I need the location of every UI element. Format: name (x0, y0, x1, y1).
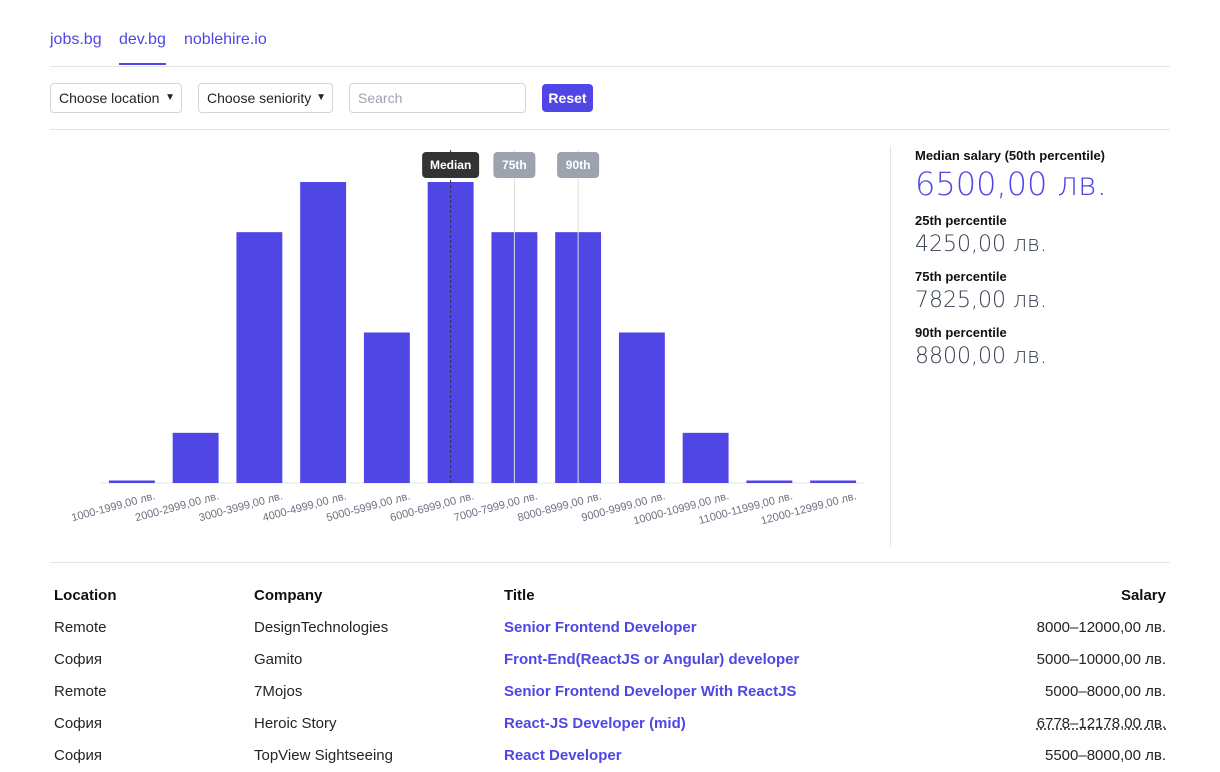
job-title-link[interactable]: Front-End(ReactJS or Angular) developer (504, 651, 800, 668)
histogram-bar (300, 182, 347, 483)
table-row: Remote 7Mojos Senior Frontend Developer … (50, 676, 1170, 708)
percentile-marker-badge (422, 152, 480, 178)
source-tabs: jobs.bg dev.bg noblehire.io (50, 0, 1170, 67)
header-salary: Salary (1120, 587, 1166, 604)
histogram-bar (172, 432, 219, 483)
header-location: Location (54, 587, 117, 604)
header-title: Title (504, 587, 535, 604)
row-location: Remote (54, 619, 107, 636)
table-row: София Heroic Story React-JS Developer (m… (50, 708, 1170, 740)
percentile-stats: Median salary (50th percentile) 6500,00 … (915, 148, 1170, 381)
percentile-marker-label: 75th (502, 158, 527, 172)
seniority-select-value: Choose seniority (207, 90, 312, 106)
row-salary-estimated[interactable]: 6778–12178,00 лв. (1036, 715, 1166, 732)
histogram-chart: 1000-1999,00 лв. 2000-2999,00 лв. 3000-399… (50, 130, 890, 562)
row-location: София (54, 747, 103, 764)
histogram-svg: 1000-1999,00 лв.2000-2999,00 лв.3000-399… (70, 150, 865, 527)
median-label: Median salary (50th percentile) (915, 148, 1106, 163)
row-company: DesignTechnologies (254, 619, 389, 636)
jobs-table: Location Company Title Salary Remote Des… (50, 580, 1170, 772)
table-header: Location Company Title Salary (50, 580, 1170, 612)
tab-dev-bg[interactable]: dev.bg (119, 31, 166, 65)
reset-button[interactable]: Reset (542, 84, 593, 112)
histogram-bar (682, 432, 729, 483)
row-salary: 5500–8000,00 лв. (1045, 747, 1166, 764)
salary-distribution-section: 1000-1999,00 лв. 2000-2999,00 лв. 3000-399… (50, 130, 1170, 563)
percentile-marker-label: 90th (566, 158, 591, 172)
row-salary: 8000–12000,00 лв. (1036, 619, 1166, 636)
histogram-bar (108, 480, 155, 483)
job-title-link[interactable]: Senior Frontend Developer (504, 619, 697, 636)
job-title-link[interactable]: Senior Frontend Developer With ReactJS (504, 683, 797, 700)
percentile-marker-badge (493, 152, 536, 178)
header-company: Company (254, 587, 323, 604)
row-location: София (54, 651, 103, 668)
search-input[interactable] (349, 83, 526, 113)
job-title-link[interactable]: React-JS Developer (mid) (504, 715, 686, 732)
row-salary: 5000–8000,00 лв. (1045, 683, 1166, 700)
table-row: Remote DesignTechnologies Senior Fronten… (50, 612, 1170, 644)
p75-value: 7825,00 лв. (915, 288, 1047, 313)
histogram-bar (746, 480, 793, 483)
row-salary: 5000–10000,00 лв. (1036, 651, 1166, 668)
p90-value: 8800,00 лв. (915, 344, 1047, 369)
table-row: София TopView Sightseeing React Develope… (50, 740, 1170, 772)
p25-value: 4250,00 лв. (915, 232, 1047, 257)
divider (890, 146, 891, 546)
histogram-bar (236, 232, 283, 483)
location-select-value: Choose location (59, 90, 160, 106)
chevron-down-icon: ▼ (165, 92, 175, 103)
row-location: София (54, 715, 103, 732)
histogram-bar (363, 332, 410, 483)
percentile-marker-label: Median (430, 158, 471, 172)
seniority-select[interactable]: Choose seniority ▼ (198, 83, 333, 113)
p75-label: 75th percentile (915, 269, 1007, 284)
median-value: 6500,00 лв. (915, 165, 1107, 203)
row-company: TopView Sightseeing (254, 747, 393, 764)
p25-label: 25th percentile (915, 213, 1007, 228)
p90-label: 90th percentile (915, 325, 1007, 340)
histogram-bar (618, 332, 665, 483)
location-select[interactable]: Choose location ▼ (50, 83, 182, 113)
filter-bar: Choose location ▼ Choose seniority ▼ Res… (50, 66, 1170, 130)
row-company: Gamito (254, 651, 303, 668)
percentile-marker-badge (557, 152, 600, 178)
tab-jobs-bg[interactable]: jobs.bg (50, 31, 102, 48)
histogram-bar (810, 480, 857, 483)
row-company: Heroic Story (254, 715, 337, 732)
row-company: 7Mojos (254, 683, 303, 700)
chevron-down-icon: ▼ (316, 92, 326, 103)
job-title-link[interactable]: React Developer (504, 747, 622, 764)
tab-noblehire-io[interactable]: noblehire.io (184, 31, 267, 48)
table-row: София Gamito Front-End(ReactJS or Angula… (50, 644, 1170, 676)
row-location: Remote (54, 683, 107, 700)
